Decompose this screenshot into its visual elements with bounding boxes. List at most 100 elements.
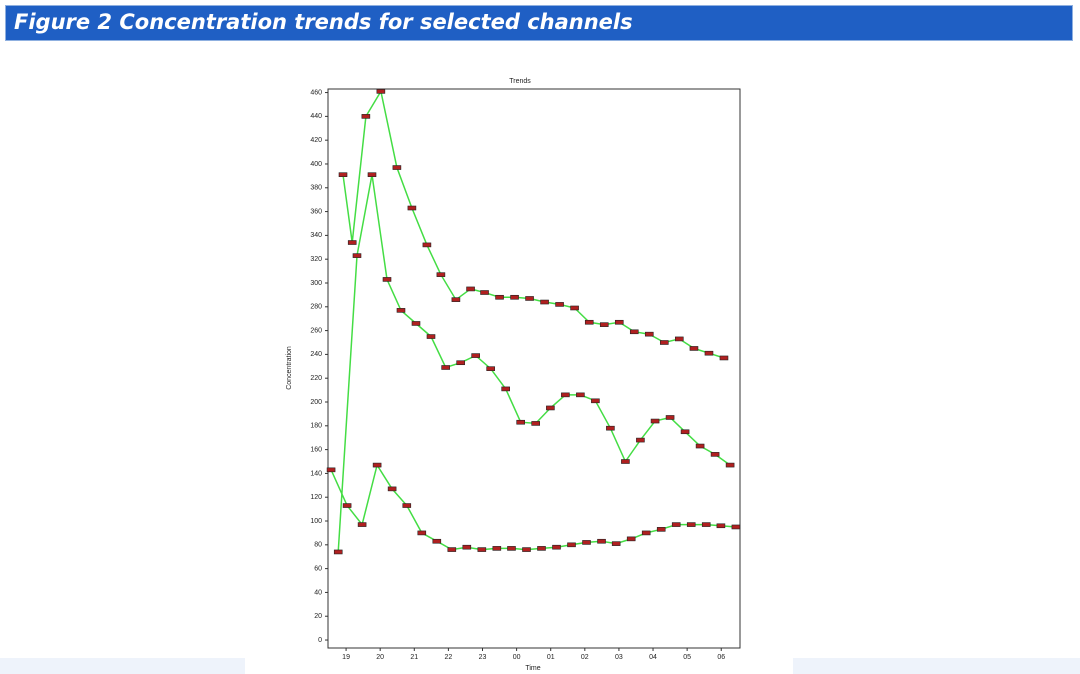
x-tick-label: 02: [581, 654, 589, 661]
data-point: [680, 429, 690, 435]
data-point: [392, 165, 402, 170]
y-tick-label: 460: [310, 89, 322, 96]
y-tick-label: 140: [310, 470, 322, 477]
data-point: [656, 527, 666, 532]
data-point: [352, 253, 362, 258]
data-point: [456, 360, 465, 366]
x-tick-label: 22: [444, 654, 452, 661]
x-tick-label: 01: [547, 654, 555, 661]
data-point: [376, 89, 386, 94]
data-point: [471, 353, 480, 358]
data-point: [495, 294, 504, 300]
data-point: [626, 536, 636, 542]
data-point: [716, 523, 726, 529]
data-point: [629, 329, 639, 335]
data-point: [584, 319, 594, 325]
data-point: [441, 365, 450, 370]
y-tick-label: 100: [310, 518, 322, 525]
data-point: [674, 336, 684, 342]
y-tick-label: 0: [318, 637, 322, 644]
figure-header: Figure 2 Concentration trends for select…: [5, 5, 1073, 41]
data-point: [611, 541, 621, 546]
data-point: [636, 437, 645, 443]
data-point: [462, 544, 472, 550]
data-point: [396, 308, 406, 313]
y-tick-label: 220: [310, 375, 322, 382]
data-point: [525, 296, 534, 301]
x-tick-label: 19: [342, 654, 350, 661]
data-point: [510, 294, 519, 300]
x-tick-label: 23: [479, 654, 487, 661]
data-point: [659, 340, 669, 345]
data-point: [689, 346, 699, 351]
data-point: [641, 530, 651, 536]
data-point: [701, 522, 711, 527]
y-tick-label: 360: [310, 208, 322, 215]
data-point: [477, 547, 487, 552]
y-tick-label: 40: [314, 589, 322, 596]
data-point: [650, 418, 660, 424]
data-point: [507, 546, 516, 551]
data-point: [570, 305, 579, 311]
x-axis-label: Time: [525, 665, 540, 672]
y-tick-label: 160: [310, 446, 322, 453]
y-tick-label: 180: [310, 423, 322, 430]
y-tick-label: 240: [310, 351, 322, 358]
data-point: [644, 331, 654, 337]
data-point: [614, 319, 624, 325]
footer-band: [0, 658, 245, 674]
data-point: [333, 549, 343, 555]
data-point: [492, 546, 502, 551]
data-point: [372, 462, 382, 468]
y-tick-label: 120: [310, 494, 322, 501]
data-point: [382, 277, 392, 282]
data-point: [555, 302, 564, 307]
data-point: [537, 546, 546, 551]
x-tick-label: 06: [717, 654, 725, 661]
data-point: [710, 452, 720, 457]
x-tick-label: 00: [513, 654, 521, 661]
data-point: [432, 538, 442, 544]
x-tick-label: 05: [683, 654, 691, 661]
data-point: [326, 467, 336, 473]
data-point: [561, 392, 570, 398]
data-point: [522, 547, 531, 552]
data-point: [342, 503, 352, 508]
data-point: [540, 299, 549, 305]
data-point: [447, 547, 457, 552]
data-point: [417, 530, 427, 536]
data-point: [597, 538, 606, 544]
x-tick-label: 03: [615, 654, 623, 661]
series-line: [330, 463, 736, 551]
y-tick-label: 280: [310, 304, 322, 311]
data-point: [665, 415, 675, 420]
data-point: [582, 540, 591, 545]
data-point: [357, 522, 367, 527]
data-point: [719, 355, 729, 361]
data-point: [546, 405, 555, 411]
data-point: [576, 392, 585, 398]
y-tick-label: 60: [314, 565, 322, 572]
data-point: [426, 334, 436, 339]
y-tick-label: 400: [310, 161, 322, 168]
data-point: [338, 172, 348, 177]
y-tick-label: 380: [310, 185, 322, 192]
data-point: [621, 459, 630, 464]
data-point: [704, 350, 714, 356]
y-tick-label: 200: [310, 399, 322, 406]
data-point: [501, 386, 510, 392]
data-point: [552, 544, 561, 550]
y-tick-label: 260: [310, 327, 322, 334]
data-point: [422, 242, 432, 248]
data-point: [725, 462, 735, 468]
y-tick-label: 80: [314, 542, 322, 549]
y-tick-label: 440: [310, 113, 322, 120]
y-tick-label: 320: [310, 256, 322, 263]
data-point: [695, 443, 705, 449]
data-point: [402, 503, 412, 508]
y-tick-label: 20: [314, 613, 322, 620]
footer-band: [793, 658, 1080, 674]
data-point: [367, 172, 377, 177]
